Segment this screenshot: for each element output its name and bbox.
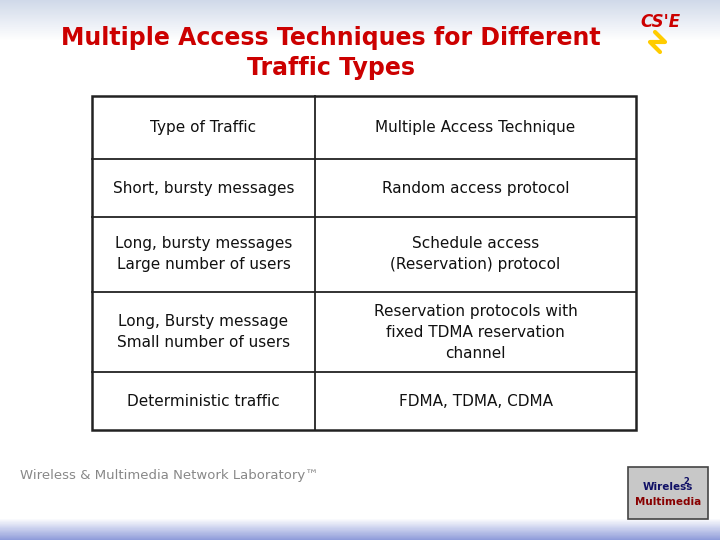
Bar xyxy=(0,31,720,32)
Bar xyxy=(0,523,720,524)
Bar xyxy=(0,8,720,9)
Bar xyxy=(0,32,720,33)
Text: Traffic Types: Traffic Types xyxy=(247,56,415,80)
Bar xyxy=(0,9,720,10)
Bar xyxy=(0,530,720,531)
Bar xyxy=(0,528,720,529)
Bar xyxy=(0,18,720,19)
Bar xyxy=(0,26,720,28)
Bar xyxy=(0,521,720,522)
Text: Multiple Access Technique: Multiple Access Technique xyxy=(375,120,576,135)
Text: Reservation protocols with
fixed TDMA reservation
channel: Reservation protocols with fixed TDMA re… xyxy=(374,303,577,361)
Bar xyxy=(0,520,720,521)
Bar xyxy=(0,33,720,34)
Bar xyxy=(0,529,720,530)
Bar xyxy=(0,524,720,525)
Bar xyxy=(0,521,720,522)
Bar xyxy=(0,525,720,526)
Text: Short, bursty messages: Short, bursty messages xyxy=(113,181,294,195)
Bar xyxy=(0,519,720,520)
Text: Multimedia: Multimedia xyxy=(635,497,701,508)
Text: Wireless & Multimedia Network Laboratory™: Wireless & Multimedia Network Laboratory… xyxy=(20,469,318,483)
Bar xyxy=(0,519,720,521)
Bar xyxy=(0,527,720,528)
Bar xyxy=(0,523,720,524)
Bar xyxy=(0,39,720,40)
Bar xyxy=(0,14,720,15)
Bar xyxy=(0,518,720,519)
Bar xyxy=(0,537,720,538)
Bar xyxy=(0,29,720,30)
Bar xyxy=(0,537,720,538)
Bar xyxy=(0,539,720,540)
Bar xyxy=(0,34,720,35)
Bar xyxy=(0,534,720,535)
Bar xyxy=(0,10,720,11)
Bar xyxy=(92,96,636,430)
Bar xyxy=(0,531,720,532)
Bar xyxy=(0,38,720,39)
Bar xyxy=(0,536,720,537)
Bar xyxy=(0,2,720,3)
Bar xyxy=(0,25,720,26)
Bar xyxy=(0,4,720,5)
Bar xyxy=(0,21,720,22)
Bar xyxy=(0,1,720,2)
Bar xyxy=(0,15,720,16)
Bar xyxy=(0,11,720,12)
Bar xyxy=(0,36,720,37)
Bar xyxy=(0,23,720,24)
Bar xyxy=(0,532,720,533)
Bar xyxy=(0,534,720,535)
Bar xyxy=(0,528,720,529)
Bar xyxy=(0,526,720,527)
Bar xyxy=(0,535,720,536)
Bar xyxy=(628,467,708,519)
Text: 2: 2 xyxy=(683,477,689,486)
Bar xyxy=(0,538,720,539)
Bar xyxy=(0,12,720,14)
Bar xyxy=(0,35,720,36)
Bar xyxy=(0,538,720,539)
Text: Multiple Access Techniques for Different: Multiple Access Techniques for Different xyxy=(61,26,601,50)
Bar xyxy=(0,536,720,537)
Bar xyxy=(0,28,720,29)
Text: Deterministic traffic: Deterministic traffic xyxy=(127,394,280,409)
Text: Type of Traffic: Type of Traffic xyxy=(150,120,256,135)
Bar xyxy=(0,522,720,523)
Bar xyxy=(0,20,720,21)
Bar xyxy=(0,535,720,536)
Bar xyxy=(0,30,720,31)
Text: Long, bursty messages
Large number of users: Long, bursty messages Large number of us… xyxy=(114,237,292,272)
Bar xyxy=(0,22,720,23)
Bar xyxy=(0,529,720,530)
Text: Schedule access
(Reservation) protocol: Schedule access (Reservation) protocol xyxy=(390,237,561,272)
Bar xyxy=(0,539,720,540)
Text: Long, Bursty message
Small number of users: Long, Bursty message Small number of use… xyxy=(117,314,290,350)
Bar xyxy=(0,524,720,525)
Text: Wireless: Wireless xyxy=(643,482,693,492)
Bar xyxy=(0,3,720,4)
Bar xyxy=(0,6,720,8)
Bar xyxy=(0,522,720,523)
Text: CS'E: CS'E xyxy=(640,13,680,31)
Text: Random access protocol: Random access protocol xyxy=(382,181,570,195)
Bar xyxy=(0,533,720,534)
Bar xyxy=(0,0,720,1)
Bar xyxy=(0,19,720,20)
Bar xyxy=(0,24,720,25)
Bar xyxy=(0,531,720,532)
Bar xyxy=(0,532,720,534)
Bar xyxy=(0,5,720,6)
Bar xyxy=(0,16,720,17)
Bar xyxy=(0,17,720,18)
Bar xyxy=(0,518,720,519)
Bar xyxy=(0,37,720,38)
Bar xyxy=(0,530,720,531)
Text: FDMA, TDMA, CDMA: FDMA, TDMA, CDMA xyxy=(399,394,552,409)
